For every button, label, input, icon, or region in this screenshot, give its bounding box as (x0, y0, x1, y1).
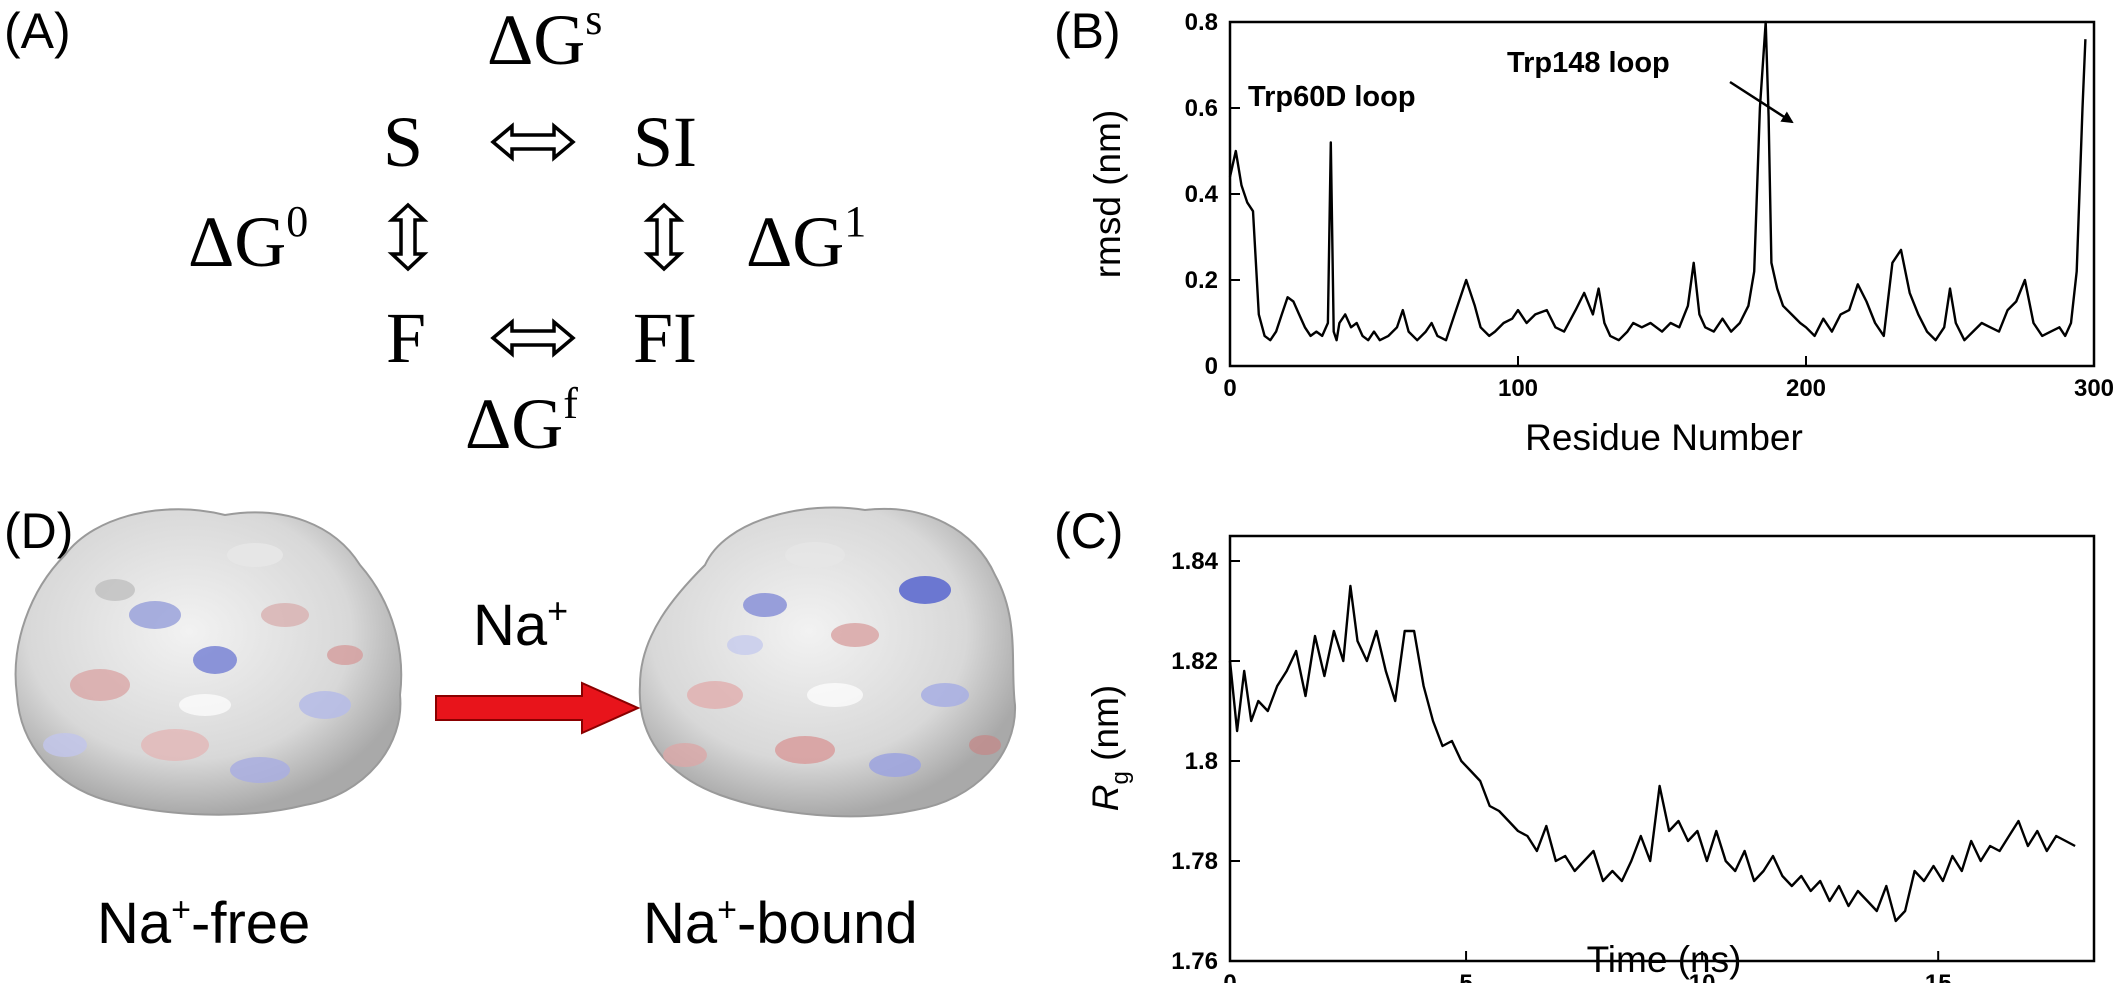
state-f: F (386, 298, 427, 378)
x-axis-label: Time (ns) (1587, 939, 1742, 980)
delta-g-s-label: ΔGs (487, 0, 603, 80)
chart-c: (C) 0510151.761.781.81.821.84 Time (ns) … (1054, 503, 2096, 983)
surface-patches (43, 543, 363, 783)
delta-g-0-label: ΔG0 (188, 197, 309, 282)
y-tick-label: 0.6 (1185, 95, 1218, 122)
equilibrium-arrow-right (643, 202, 685, 272)
equilibrium-arrow-left (387, 202, 429, 272)
rmsd-series-line (1228, 20, 2087, 342)
x-tick-label: 0 (1223, 970, 1236, 983)
equilibrium-arrow-top (490, 122, 576, 162)
x-tick-label: 0 (1223, 375, 1236, 402)
y-tick-label: 0.8 (1185, 9, 1218, 36)
y-tick-label: 1.76 (1171, 948, 1218, 975)
protein-surface-free (14, 508, 403, 816)
panel-d-label: (D) (4, 503, 74, 559)
panel-a-label: (A) (4, 3, 71, 59)
protein-surface-bound (638, 506, 1017, 818)
caption-na-bound: Na+-bound (643, 891, 918, 956)
x-tick-label: 10 (1689, 970, 1716, 983)
y-tick-label: 0.2 (1185, 267, 1218, 294)
delta-g-1-label: ΔG1 (746, 197, 867, 282)
y-tick-label: 1.82 (1171, 648, 1218, 675)
annotation-arrow (1729, 80, 1794, 124)
annotation-trp148-loop: Trp148 loop (1507, 47, 1670, 79)
x-tick-label: 100 (1498, 375, 1538, 402)
equilibrium-arrow-bottom (490, 318, 576, 358)
x-tick-label: 300 (2074, 375, 2114, 402)
transition-arrow-label: Na+ (473, 590, 569, 658)
y-tick-label: 1.84 (1171, 548, 1218, 575)
state-fi: FI (633, 298, 698, 378)
x-axis-label: Residue Number (1525, 417, 1803, 458)
y-tick-label: 0.4 (1185, 181, 1219, 208)
panel-c-label: (C) (1054, 503, 1123, 559)
panel-b-label: (B) (1054, 3, 1121, 59)
y-tick-label: 1.8 (1185, 748, 1218, 775)
y-axis-label: rmsd (nm) (1087, 110, 1128, 279)
annotation-trp60d-loop: Trp60D loop (1248, 81, 1416, 113)
x-tick-label: 5 (1459, 970, 1472, 983)
caption-na-free: Na+-free (97, 891, 311, 956)
surface-patches (663, 542, 1001, 777)
plot-frame (1228, 534, 2096, 963)
y-tick-label: 0 (1205, 353, 1218, 380)
y-tick-label: 1.78 (1171, 848, 1218, 875)
x-tick-label: 200 (1786, 375, 1826, 402)
state-si: SI (633, 102, 698, 182)
transition-arrow (435, 681, 641, 735)
state-s: S (383, 102, 424, 182)
x-tick-label: 15 (1925, 970, 1952, 983)
delta-g-f-label: ΔGf (465, 379, 578, 464)
y-axis-label: Rg (nm) (1085, 685, 1134, 811)
rg-series-line (1228, 584, 2076, 923)
